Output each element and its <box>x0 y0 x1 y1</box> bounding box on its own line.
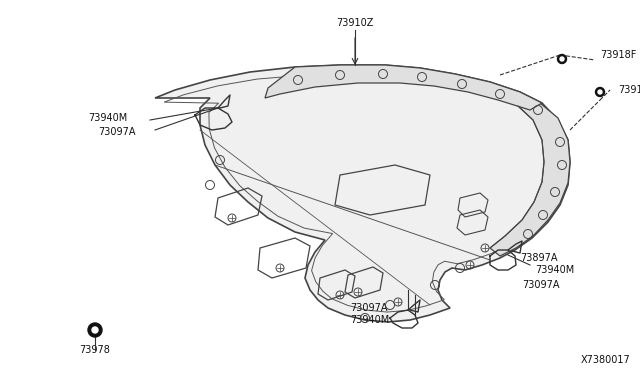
Circle shape <box>595 87 605 96</box>
Circle shape <box>88 323 102 337</box>
Text: 73940M: 73940M <box>88 113 127 123</box>
Polygon shape <box>490 103 570 256</box>
Circle shape <box>598 90 602 94</box>
Text: 73097A: 73097A <box>350 303 387 313</box>
Text: 73897A: 73897A <box>520 253 557 263</box>
Text: 73918F: 73918F <box>600 50 636 60</box>
Text: 73978: 73978 <box>79 345 111 355</box>
Polygon shape <box>155 65 570 322</box>
Text: 73940M: 73940M <box>535 265 574 275</box>
Polygon shape <box>265 65 542 110</box>
Text: X7380017: X7380017 <box>580 355 630 365</box>
Text: 73940M: 73940M <box>350 315 389 325</box>
Circle shape <box>92 327 98 333</box>
Circle shape <box>557 55 566 64</box>
Circle shape <box>560 57 564 61</box>
Text: 73910Z: 73910Z <box>336 18 374 28</box>
Text: 73097A: 73097A <box>98 127 136 137</box>
Text: 73097A: 73097A <box>522 280 559 290</box>
Text: 73910F: 73910F <box>618 85 640 95</box>
